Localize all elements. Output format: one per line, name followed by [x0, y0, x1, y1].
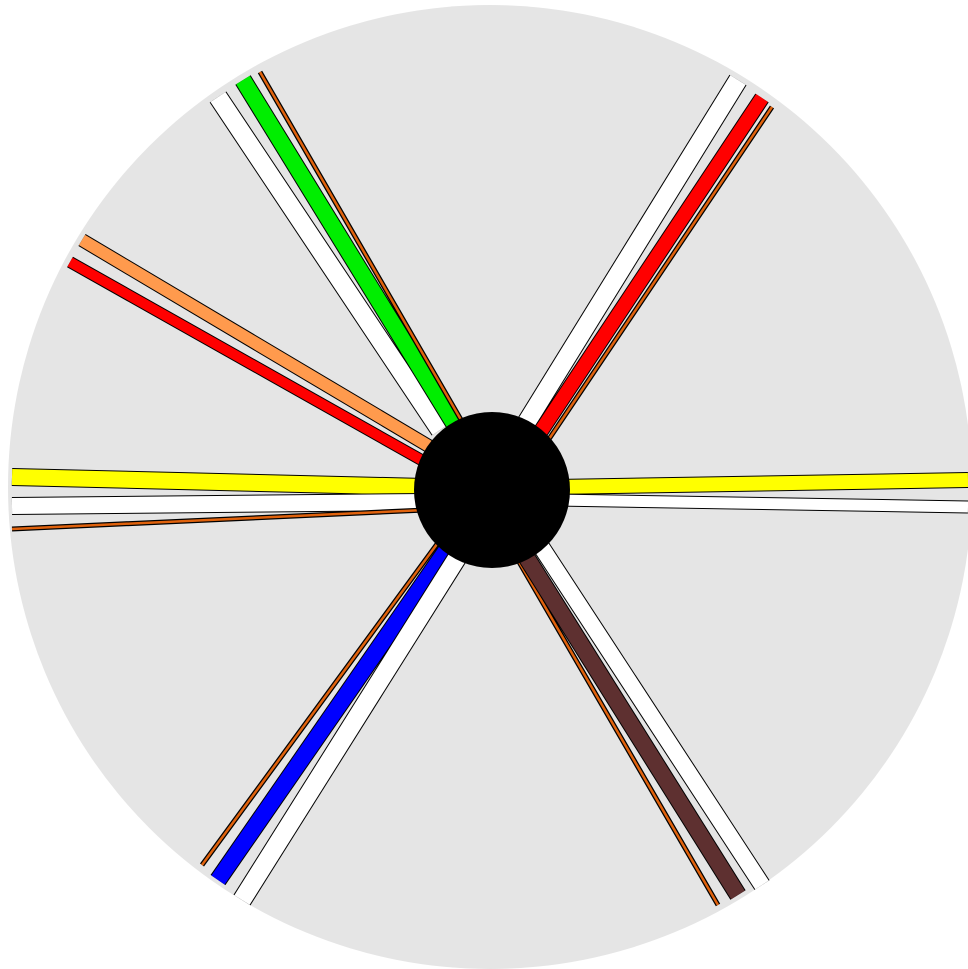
strip	[533, 540, 769, 890]
strip	[11, 508, 426, 531]
hub	[414, 412, 570, 568]
strip	[543, 106, 774, 446]
strip	[529, 94, 768, 444]
strip	[11, 494, 426, 514]
strip	[513, 554, 720, 906]
strip	[518, 550, 745, 900]
strip	[11, 469, 426, 495]
strip	[517, 75, 746, 430]
strip	[78, 234, 436, 454]
strips	[11, 70, 968, 907]
strip	[554, 473, 968, 494]
strip	[67, 257, 428, 467]
strip	[258, 71, 466, 426]
strip	[200, 539, 442, 866]
strip	[210, 92, 448, 435]
strip	[211, 540, 457, 885]
strip	[234, 545, 470, 905]
strip	[236, 75, 462, 430]
strip	[554, 494, 968, 513]
